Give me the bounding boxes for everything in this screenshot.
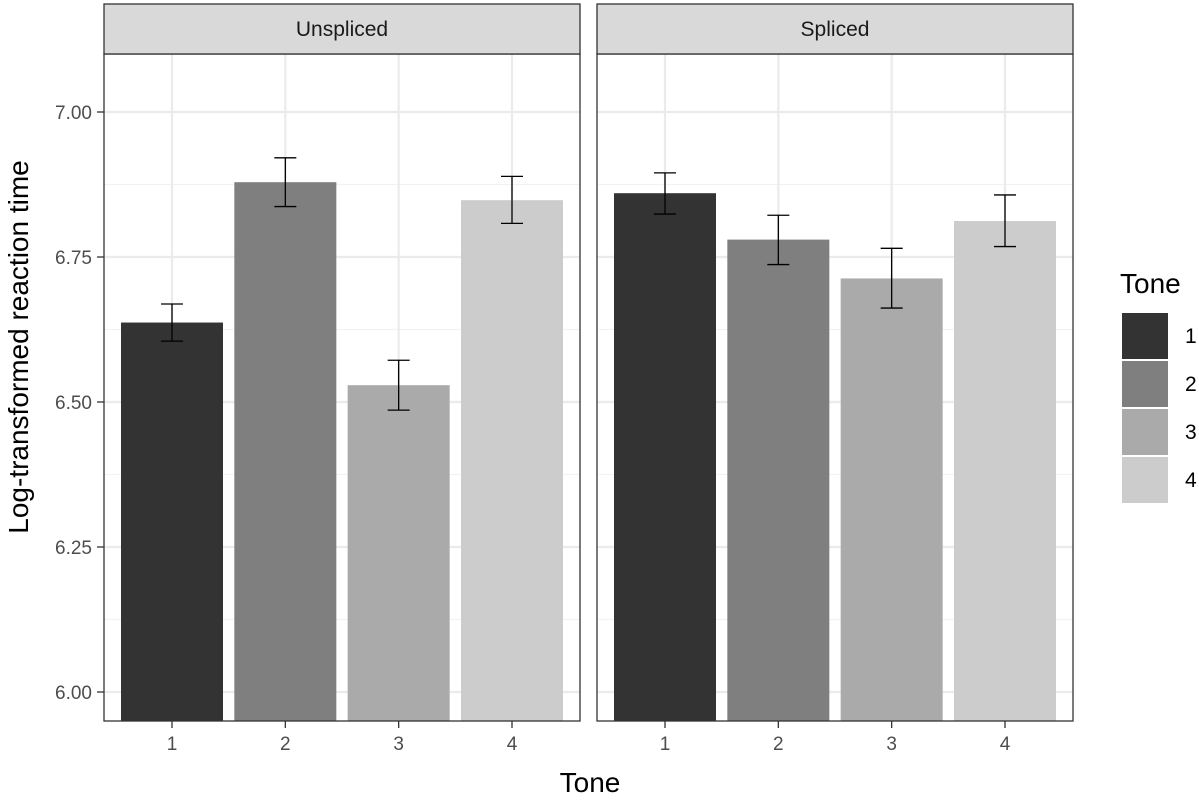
legend-label-2: 2: [1185, 373, 1197, 396]
legend-key-4: [1122, 457, 1168, 503]
facet-strip: [103, 3, 581, 55]
error-bar-spliced-tone-1: [654, 172, 676, 215]
facet-strip-label: Unspliced: [296, 18, 388, 41]
error-bar-spliced-tone-2: [767, 214, 790, 266]
bar-spliced-tone-4: [954, 221, 1056, 722]
y-tick-label: 6.50: [55, 393, 92, 414]
bar-unspliced-tone-3: [347, 385, 450, 721]
bar-unspliced-tone-2: [234, 182, 337, 721]
legend-key-2: [1122, 361, 1168, 407]
bar-unspliced-tone-4: [461, 200, 563, 721]
error-bar-spliced-tone-3: [880, 247, 903, 309]
legend-title: Tone: [1120, 268, 1181, 299]
error-bar-unspliced-tone-4: [501, 175, 523, 225]
error-bar-unspliced-tone-2: [274, 157, 297, 208]
panels-group: Unspliced 1 2 3 4 Spliced 1 2 3 4: [103, 3, 1074, 755]
facet-panel-0: Unspliced 1 2 3 4: [103, 3, 581, 755]
error-bar-spliced-tone-4: [994, 194, 1016, 248]
y-tick-label: 6.25: [55, 538, 92, 559]
legend-key-1: [1122, 313, 1168, 359]
bar-spliced-tone-2: [727, 239, 830, 721]
x-axis-title: Tone: [560, 767, 621, 798]
x-tick-label: 3: [886, 734, 897, 755]
legend-label-3: 3: [1185, 421, 1197, 444]
y-tick-label: 6.75: [55, 248, 92, 269]
y-tick-label: 6.00: [55, 683, 92, 704]
facet-panel-1: Spliced 1 2 3 4: [596, 3, 1074, 755]
x-tick-label: 1: [660, 734, 671, 755]
y-tick-label: 7.00: [55, 103, 92, 124]
y-axis: 6.00 6.25 6.50 6.75 7.00: [55, 103, 104, 704]
error-bar-unspliced-tone-1: [161, 303, 183, 342]
x-tick-label: 4: [507, 734, 518, 755]
facet-strip-label: Spliced: [801, 18, 870, 41]
x-tick-label: 2: [280, 734, 291, 755]
legend-label-4: 4: [1185, 469, 1197, 492]
legend: Tone 1 2 3 4: [1120, 268, 1197, 503]
x-tick-label: 4: [1000, 734, 1011, 755]
legend-label-1: 1: [1185, 325, 1197, 348]
facet-strip: [596, 3, 1074, 55]
x-tick-label: 2: [773, 734, 784, 755]
y-axis-title: Log-transformed reaction time: [3, 160, 34, 534]
bar-spliced-tone-3: [840, 278, 943, 721]
error-bar-unspliced-tone-3: [387, 359, 410, 411]
x-tick-label: 3: [393, 734, 404, 755]
bar-spliced-tone-1: [614, 193, 716, 721]
legend-key-3: [1122, 409, 1168, 455]
x-tick-label: 1: [167, 734, 178, 755]
bar-unspliced-tone-1: [121, 322, 223, 721]
